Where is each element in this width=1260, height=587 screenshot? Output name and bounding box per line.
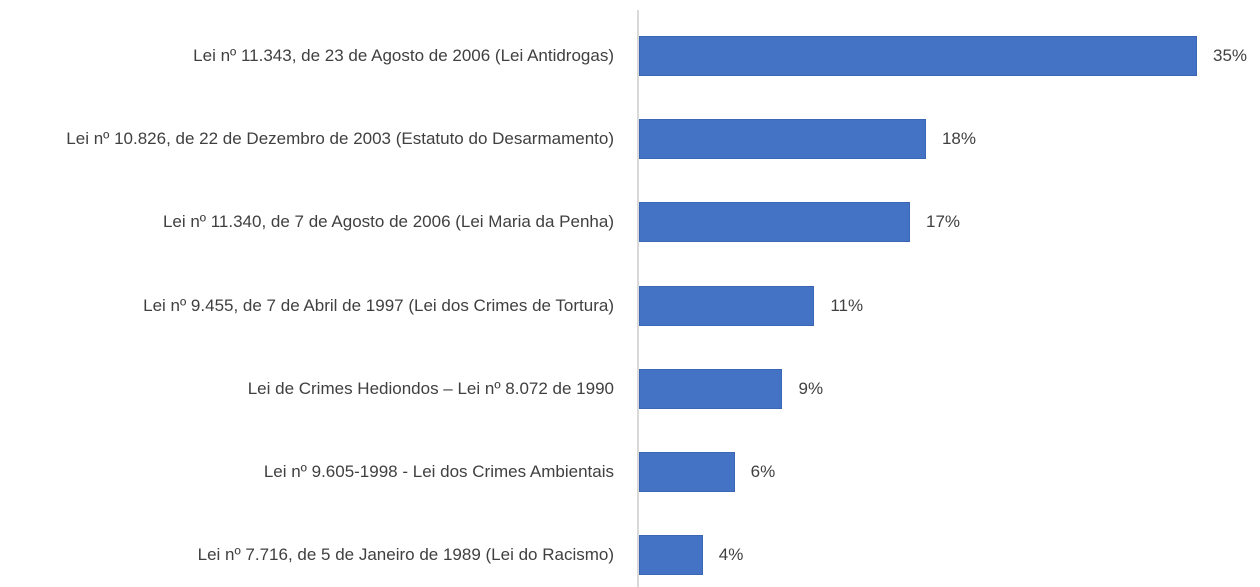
data-label: 17% <box>926 212 961 232</box>
data-label: 4% <box>718 545 744 565</box>
bar <box>639 368 783 409</box>
data-label: 35% <box>1213 45 1248 65</box>
category-label: Lei nº 11.340, de 7 de Agosto de 2006 (L… <box>162 212 614 232</box>
bar <box>639 202 911 243</box>
data-label: 18% <box>941 128 976 148</box>
category-label: Lei nº 9.605-1998 - Lei dos Crimes Ambie… <box>263 462 614 482</box>
bar <box>639 35 1197 76</box>
bar <box>639 452 735 493</box>
data-label: 6% <box>750 462 776 482</box>
category-label: Lei nº 9.455, de 7 de Abril de 1997 (Lei… <box>143 295 614 315</box>
data-label: 11% <box>830 295 864 315</box>
category-label: Lei de Crimes Hediondos – Lei nº 8.072 d… <box>247 378 614 398</box>
bar <box>639 285 815 326</box>
bar <box>639 118 926 159</box>
data-label: 9% <box>798 378 824 398</box>
category-label: Lei nº 10.826, de 22 de Dezembro de 2003… <box>66 128 614 148</box>
bar <box>639 535 703 576</box>
axis-line <box>637 10 639 587</box>
category-label: Lei nº 7.716, de 5 de Janeiro de 1989 (L… <box>197 545 614 565</box>
category-label: Lei nº 11.343, de 23 de Agosto de 2006 (… <box>193 45 614 65</box>
